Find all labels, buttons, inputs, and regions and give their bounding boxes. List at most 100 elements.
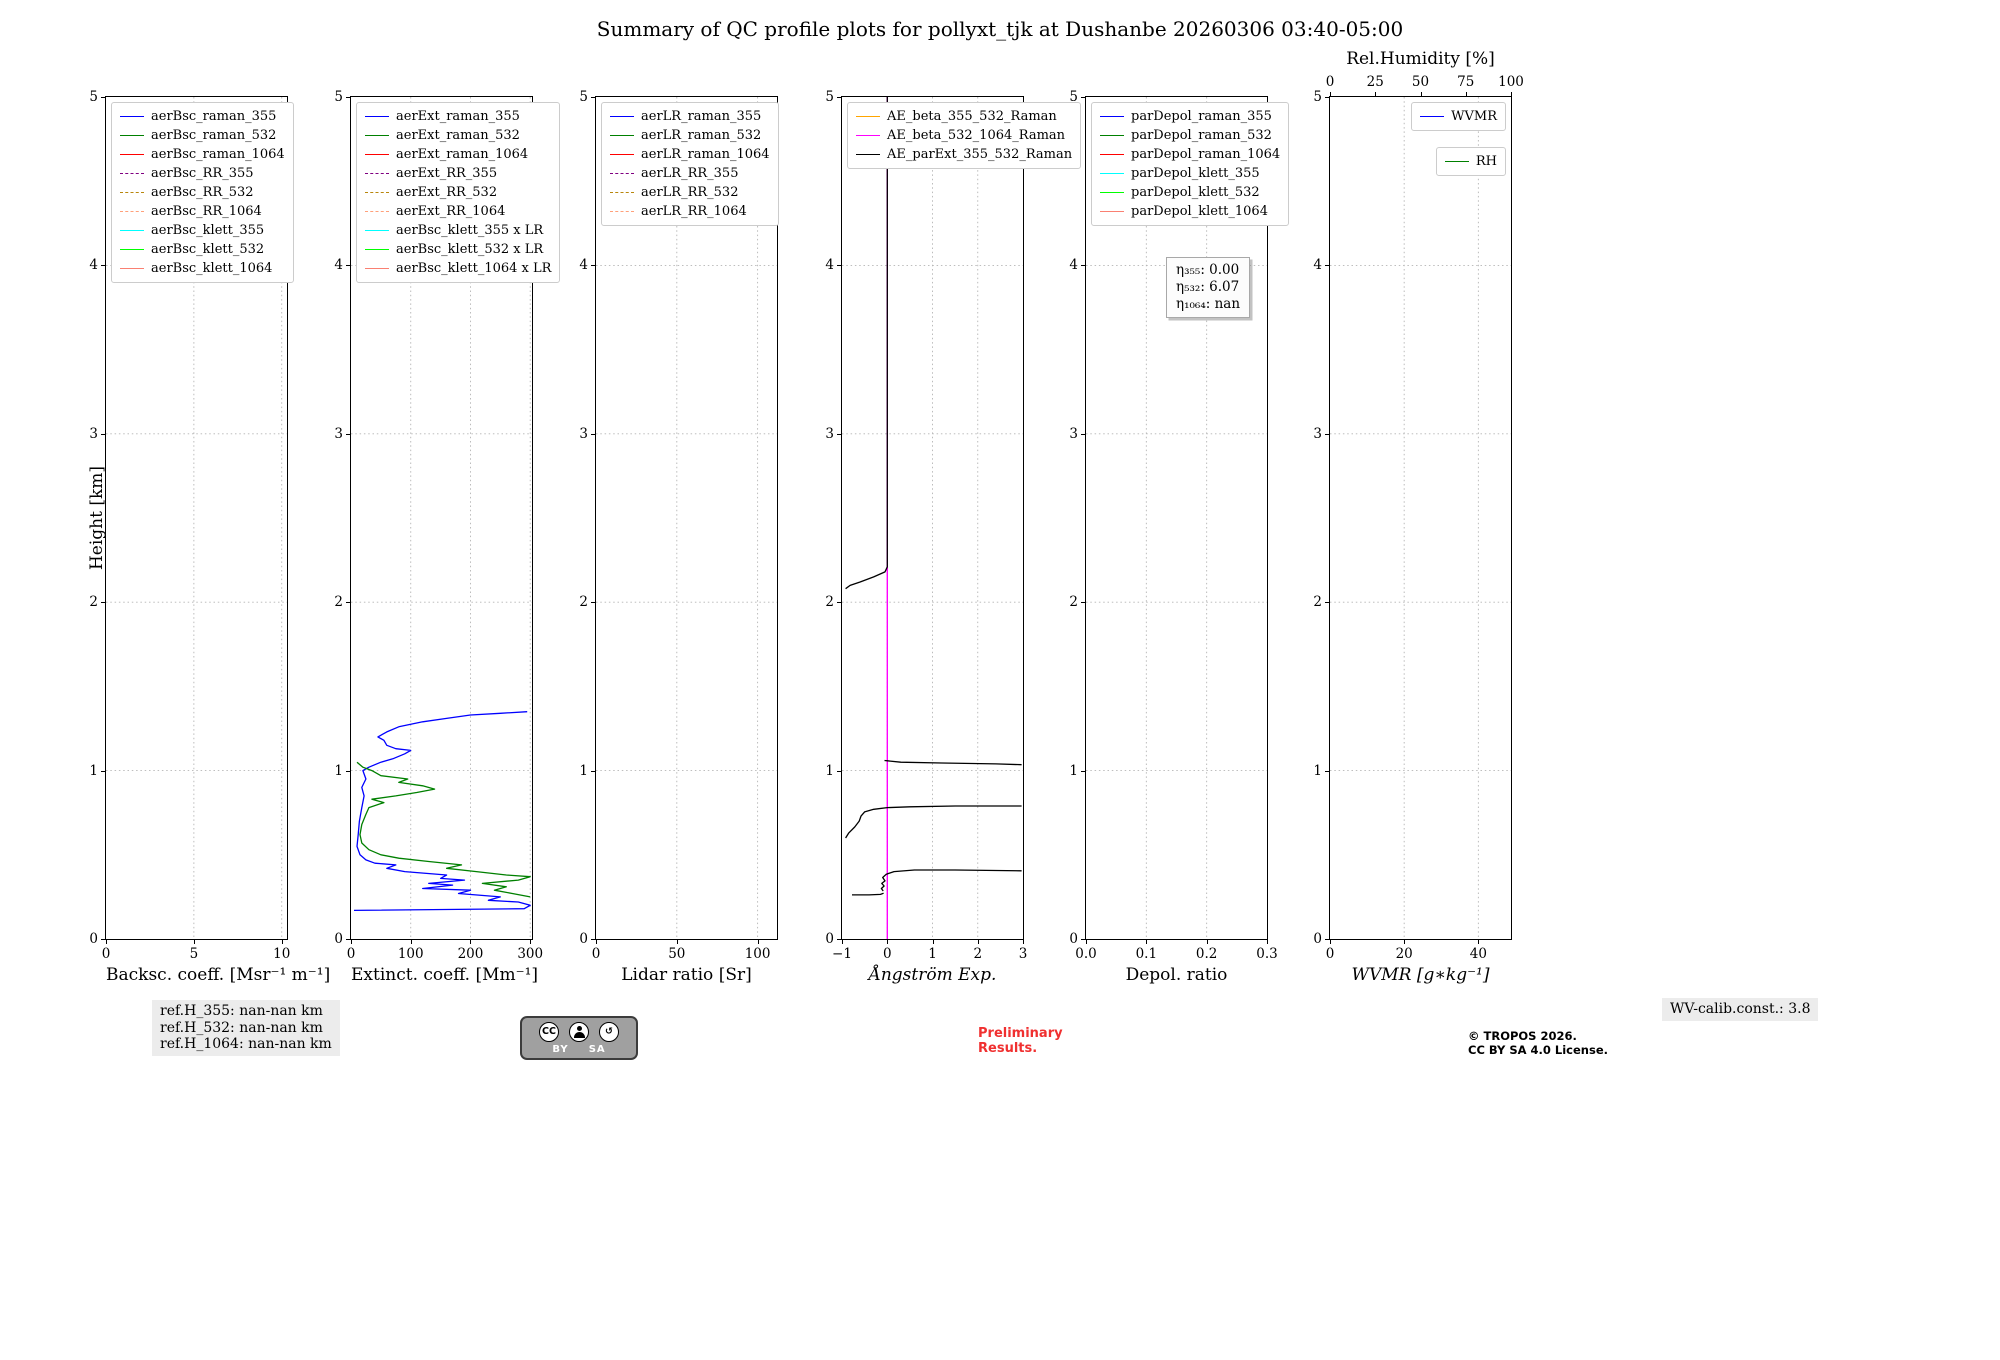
x-tick-label: 100 bbox=[397, 946, 424, 962]
legend-depol: parDepol_raman_355 parDepol_raman_532 parD… bbox=[1091, 102, 1290, 226]
preliminary-line-2: Results. bbox=[978, 1041, 1038, 1056]
legend-line-sample bbox=[1100, 211, 1124, 212]
legend-line-sample bbox=[610, 116, 634, 117]
legend-entry: aerLR_RR_355 bbox=[610, 164, 770, 183]
x-tick-label: 0 bbox=[101, 946, 111, 962]
y-tick-label: 0 bbox=[1069, 931, 1078, 947]
legend-entry: aerLR_raman_355 bbox=[610, 107, 770, 126]
legend-line-sample bbox=[120, 173, 144, 174]
y-tick-label: 1 bbox=[1069, 762, 1078, 779]
legend-line-sample bbox=[365, 135, 389, 136]
y-tick bbox=[346, 265, 351, 267]
legend-entry: aerExt_raman_1064 bbox=[365, 145, 551, 164]
legend-entry-label: parDepol_raman_1064 bbox=[1131, 147, 1281, 162]
y-tick-label: 3 bbox=[1313, 425, 1322, 442]
ref-h-355: ref.H_355: nan-nan km bbox=[160, 1003, 323, 1019]
x-tick-label: 0 bbox=[882, 946, 892, 962]
plot-area-wvmr bbox=[1330, 97, 1511, 939]
legend-entry-label: parDepol_klett_532 bbox=[1131, 185, 1260, 200]
y-tick bbox=[101, 433, 106, 435]
x-tick bbox=[977, 939, 979, 944]
y-tick bbox=[1325, 939, 1330, 940]
legend-entry-label: WVMR bbox=[1451, 109, 1497, 124]
y-tick bbox=[1081, 265, 1086, 267]
legend-wvmr-2: RH bbox=[1435, 147, 1506, 176]
x-tick bbox=[1086, 939, 1087, 944]
legend-line-sample bbox=[1100, 192, 1124, 193]
top-x-tick-label: 75 bbox=[1457, 74, 1475, 90]
legend-entry: aerBsc_RR_355 bbox=[120, 164, 285, 183]
y-tick-label: 3 bbox=[1069, 425, 1078, 442]
y-tick-label: 4 bbox=[579, 257, 588, 274]
x-tick-label: 300 bbox=[517, 946, 544, 962]
x-tick-label: 20 bbox=[1395, 946, 1413, 962]
legend-entry: AE_parExt_355_532_Raman bbox=[856, 145, 1072, 164]
legend-entry-label: aerLR_RR_532 bbox=[641, 185, 739, 200]
x-tick bbox=[1146, 939, 1148, 944]
series-AE_parExt_355_532_Raman bbox=[845, 805, 1022, 839]
legend-entry: aerBsc_klett_355 bbox=[120, 221, 285, 240]
eta-calibration-annotation: η₃₅₅: 0.00 η₅₃₂: 6.07 η₁₀₆₄: nan bbox=[1166, 257, 1251, 318]
y-tick bbox=[591, 433, 596, 435]
x-tick bbox=[1478, 939, 1480, 944]
eta-value-line: η₅₃₂: 6.07 bbox=[1176, 279, 1240, 295]
panel-lidar-ratio: 0 50 100 0 1 2 3 4 5 Lidar ratio [Sr] aerLR_raman_… bbox=[579, 89, 779, 985]
legend-entry: aerBsc_klett_532 bbox=[120, 240, 285, 259]
y-tick-label: 5 bbox=[1313, 89, 1322, 105]
legend-line-sample bbox=[1100, 116, 1124, 117]
legend-entry-label: aerBsc_klett_1064 bbox=[151, 261, 273, 276]
y-tick-label: 2 bbox=[1313, 594, 1322, 611]
legend-angstrom: AE_beta_355_532_Raman AE_beta_532_1064_Ra… bbox=[847, 102, 1082, 169]
legend-entry: parDepol_raman_355 bbox=[1100, 107, 1280, 126]
figure-title: Summary of QC profile plots for pollyxt_… bbox=[596, 17, 1404, 41]
ref-h-532: ref.H_532: nan-nan km bbox=[160, 1019, 323, 1036]
legend-line-sample bbox=[610, 192, 634, 193]
x-tick bbox=[530, 939, 532, 944]
y-tick-label: 2 bbox=[825, 594, 834, 611]
legend-line-sample bbox=[120, 135, 144, 136]
y-tick-label: 2 bbox=[334, 594, 343, 611]
legend-entry-label: RH bbox=[1475, 154, 1497, 169]
plot-area-angstrom bbox=[842, 97, 1023, 939]
panel-ext: 0 100 200 300 0 1 2 3 4 5 Extinct. coeff. [Mm⁻¹] ae… bbox=[334, 89, 561, 985]
wv-calib-value: WV-calib.const.: 3.8 bbox=[1670, 1001, 1811, 1017]
legend-entry-label: parDepol_raman_532 bbox=[1131, 128, 1272, 143]
y-tick-label: 1 bbox=[825, 762, 834, 779]
x-tick bbox=[932, 939, 934, 944]
legend-entry-label: aerExt_RR_532 bbox=[396, 185, 498, 200]
x-tick-label: 200 bbox=[457, 946, 484, 962]
y-tick bbox=[837, 97, 842, 98]
y-tick bbox=[1081, 602, 1086, 604]
legend-line-sample bbox=[365, 230, 389, 231]
legend-entry-label: aerBsc_klett_355 x LR bbox=[396, 223, 544, 238]
y-tick bbox=[346, 770, 351, 772]
x-tick bbox=[1330, 939, 1331, 944]
x-tick-label: 0 bbox=[346, 946, 356, 962]
y-tick-label: 4 bbox=[334, 257, 343, 274]
cc-sa-label: SA bbox=[588, 1043, 606, 1055]
x-tick bbox=[410, 939, 412, 944]
legend-entry-label: AE_parExt_355_532_Raman bbox=[887, 147, 1073, 162]
x-axis-label-wvmr: WVMR [g∗kg⁻¹] bbox=[1351, 965, 1490, 985]
legend-line-sample bbox=[1444, 161, 1469, 162]
y-tick-label: 5 bbox=[89, 89, 98, 105]
cc-by-label: BY bbox=[552, 1043, 569, 1055]
legend-line-sample bbox=[120, 230, 144, 231]
legend-line-sample bbox=[365, 249, 389, 250]
legend-entry: aerLR_raman_1064 bbox=[610, 145, 770, 164]
legend-lidar-ratio: aerLR_raman_355 aerLR_raman_532 aerLR_rama… bbox=[601, 102, 779, 226]
x-tick-label: 0.1 bbox=[1135, 946, 1158, 962]
cc-by-person-icon bbox=[569, 1021, 589, 1042]
x-axis-label-ext: Extinct. coeff. [Mm⁻¹] bbox=[351, 965, 539, 985]
legend-entry-label: parDepol_klett_1064 bbox=[1131, 204, 1268, 219]
x-axis-label-lidar-ratio: Lidar ratio [Sr] bbox=[621, 965, 752, 985]
legend-entry-label: parDepol_raman_355 bbox=[1131, 109, 1272, 124]
legend-entry-label: aerLR_raman_1064 bbox=[641, 147, 770, 162]
legend-line-sample bbox=[856, 154, 880, 155]
y-tick-label: 1 bbox=[579, 762, 588, 779]
x-tick-label: 1 bbox=[928, 946, 937, 962]
y-tick-label: 3 bbox=[825, 425, 834, 442]
y-tick-label: 2 bbox=[89, 594, 98, 611]
legend-entry: aerBsc_RR_1064 bbox=[120, 202, 285, 221]
